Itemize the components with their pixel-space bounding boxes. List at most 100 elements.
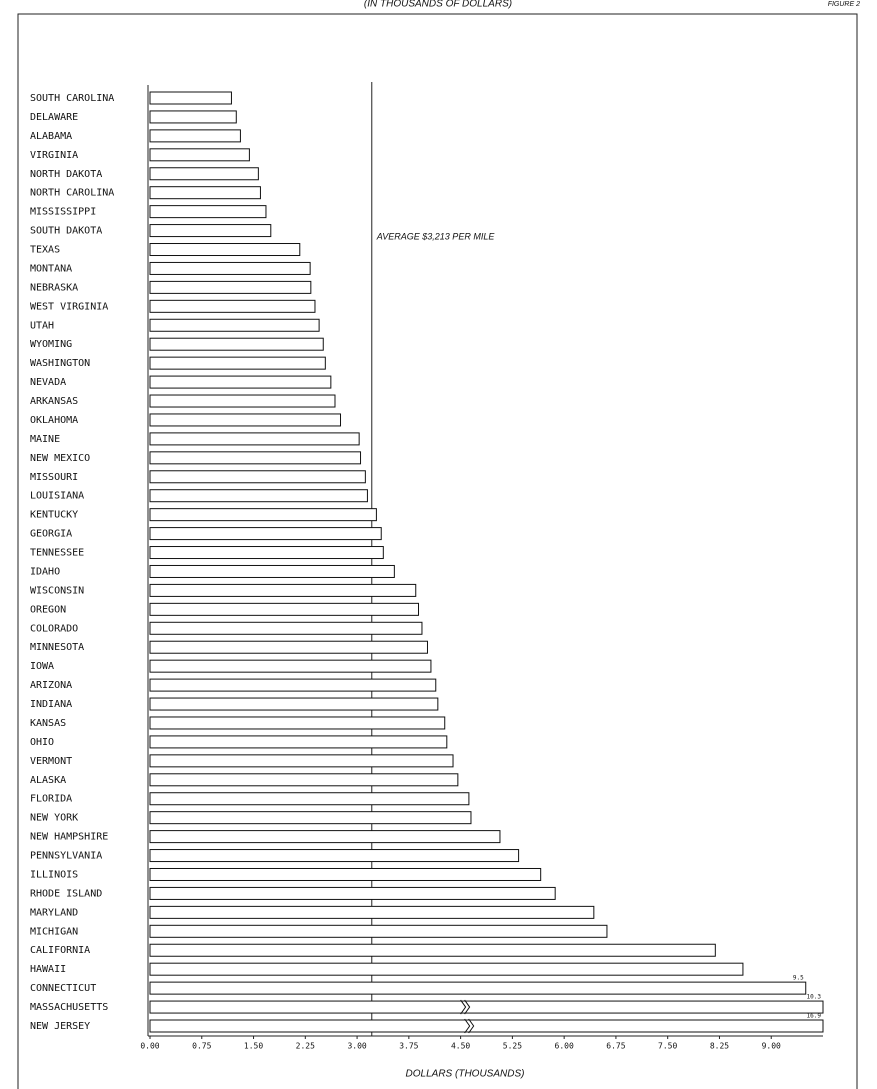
y-tick-label: WEST VIRGINIA xyxy=(30,301,108,312)
y-tick-label: NEW HAMPSHIRE xyxy=(30,832,108,843)
y-tick-label: TENNESSEE xyxy=(30,548,84,559)
y-tick-label: NEVADA xyxy=(30,377,66,388)
y-tick-label: WISCONSIN xyxy=(30,585,84,596)
bar xyxy=(149,659,432,673)
bar xyxy=(149,148,250,162)
y-tick-label: MISSOURI xyxy=(30,472,78,483)
bar xyxy=(149,470,366,484)
x-tick-label: 1.50 xyxy=(244,1042,263,1051)
figure-label: FIGURE 2 xyxy=(828,1,860,8)
bar xyxy=(149,129,241,143)
bar xyxy=(149,527,382,541)
bar xyxy=(149,489,368,503)
bar xyxy=(149,697,439,711)
y-tick-label: CONNECTICUT xyxy=(30,983,96,994)
bar xyxy=(149,375,332,389)
y-tick-label: VERMONT xyxy=(30,756,72,767)
bar xyxy=(149,716,446,730)
y-tick-label: OREGON xyxy=(30,604,66,615)
y-tick-label: MAINE xyxy=(30,434,60,445)
value-label: 9.5 xyxy=(793,975,804,982)
y-tick-label: NEBRASKA xyxy=(30,282,78,293)
x-tick-label: 5.25 xyxy=(503,1042,522,1051)
y-tick-label: TEXAS xyxy=(30,245,60,256)
y-tick-label: MISSISSIPPI xyxy=(30,207,96,218)
y-tick-label: SOUTH DAKOTA xyxy=(30,226,102,237)
bar xyxy=(149,337,324,351)
y-tick-label: MONTANA xyxy=(30,263,72,274)
x-tick-label: 2.25 xyxy=(296,1042,315,1051)
bar xyxy=(149,678,437,692)
y-tick-label: SOUTH CAROLINA xyxy=(30,93,114,104)
bar xyxy=(149,186,261,200)
bar xyxy=(149,110,237,124)
bar xyxy=(149,1000,824,1014)
y-tick-label: MICHIGAN xyxy=(30,926,78,937)
bar xyxy=(149,773,459,787)
y-tick-label: ALABAMA xyxy=(30,131,72,142)
x-tick-label: 8.25 xyxy=(710,1042,729,1051)
y-tick-label: OHIO xyxy=(30,737,54,748)
break-mark xyxy=(464,1018,475,1034)
annotation: AVERAGE $3,213 PER MILE xyxy=(376,231,496,241)
bar xyxy=(149,508,377,522)
y-tick-label: RHODE ISLAND xyxy=(30,888,102,899)
y-tick-label: ARIZONA xyxy=(30,680,72,691)
x-tick-label: 6.00 xyxy=(555,1042,574,1051)
break-mark xyxy=(460,999,471,1015)
y-tick-label: MASSACHUSETTS xyxy=(30,1002,108,1013)
bar xyxy=(149,280,312,294)
y-tick-label: UTAH xyxy=(30,320,54,331)
x-tick-label: 0.75 xyxy=(192,1042,211,1051)
bar xyxy=(149,356,326,370)
y-tick-label: NEW YORK xyxy=(30,813,78,824)
bar xyxy=(149,640,428,654)
y-tick-label: OKLAHOMA xyxy=(30,415,78,426)
y-tick-label: ALASKA xyxy=(30,775,66,786)
y-tick-label: DELAWARE xyxy=(30,112,78,123)
y-tick-label: IDAHO xyxy=(30,566,60,577)
y-tick-label: GEORGIA xyxy=(30,529,72,540)
y-tick-label: KENTUCKY xyxy=(30,510,78,521)
chart-title: (IN THOUSANDS OF DOLLARS) xyxy=(364,0,512,10)
bar xyxy=(149,962,744,976)
frame xyxy=(17,13,858,1089)
y-tick-label: IOWA xyxy=(30,661,54,672)
bar xyxy=(149,792,470,806)
y-tick-label: WYOMING xyxy=(30,339,72,350)
bar xyxy=(149,261,311,275)
bar xyxy=(149,867,542,881)
bar xyxy=(149,830,501,844)
y-tick-label: KANSAS xyxy=(30,718,66,729)
bar xyxy=(149,754,454,768)
y-tick-label: NORTH CAROLINA xyxy=(30,188,114,199)
x-tick-label: 9.00 xyxy=(762,1042,781,1051)
y-tick-label: VIRGINIA xyxy=(30,150,78,161)
bar xyxy=(149,886,556,900)
bar xyxy=(149,564,395,578)
x-tick-label: 4.50 xyxy=(451,1042,470,1051)
bar xyxy=(149,205,267,219)
bar xyxy=(149,224,272,238)
value-label: 10.3 xyxy=(807,994,822,1001)
y-tick-label: ILLINOIS xyxy=(30,869,78,880)
value-label: 16.9 xyxy=(807,1013,822,1020)
bar xyxy=(149,924,608,938)
x-tick-label: 7.50 xyxy=(658,1042,677,1051)
bar xyxy=(149,811,472,825)
y-tick-label: NORTH DAKOTA xyxy=(30,169,102,180)
y-tick-label: MARYLAND xyxy=(30,907,78,918)
y-tick-label: PENNSYLVANIA xyxy=(30,851,102,862)
y-tick-label: FLORIDA xyxy=(30,794,72,805)
bar xyxy=(149,735,448,749)
bar xyxy=(149,905,595,919)
y-tick-label: MINNESOTA xyxy=(30,642,84,653)
bar xyxy=(149,1019,824,1033)
bar xyxy=(149,621,423,635)
bar xyxy=(149,546,384,560)
bar xyxy=(149,91,232,105)
y-tick-label: CALIFORNIA xyxy=(30,945,90,956)
y-tick-label: INDIANA xyxy=(30,699,72,710)
bar xyxy=(149,432,360,446)
